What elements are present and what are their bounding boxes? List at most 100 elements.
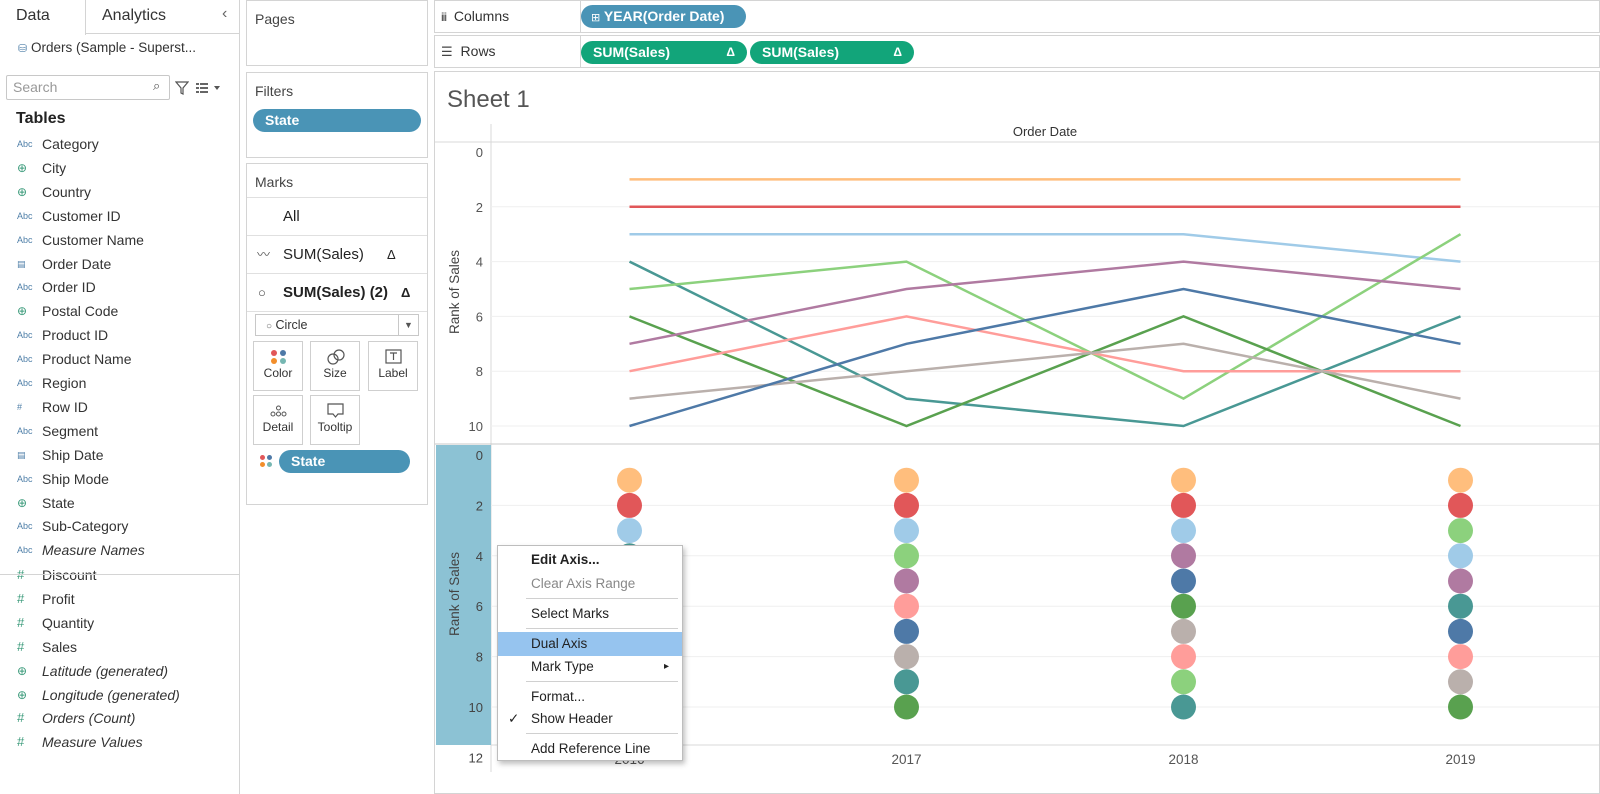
data-point[interactable]: [1448, 694, 1473, 720]
data-point[interactable]: [894, 644, 919, 670]
data-point[interactable]: [894, 467, 919, 493]
rows-pill-sum-sales-2[interactable]: SUM(Sales) Δ: [750, 41, 914, 64]
rows-pill-sum-sales-1[interactable]: SUM(Sales) Δ: [581, 41, 747, 64]
series-line[interactable]: [629, 232, 1461, 263]
data-point[interactable]: [894, 694, 919, 720]
tab-data[interactable]: Data: [0, 0, 86, 35]
series-line[interactable]: [629, 287, 1461, 428]
field-item[interactable]: ▤ Order Date: [0, 252, 239, 276]
data-point[interactable]: [894, 593, 919, 619]
data-point[interactable]: [1448, 669, 1473, 695]
field-item[interactable]: # Discount: [0, 563, 239, 587]
data-point[interactable]: [1448, 467, 1473, 493]
field-label: Profit: [42, 590, 75, 607]
size-button[interactable]: Size: [310, 341, 360, 391]
mark-type-select[interactable]: ○ Circle ▼: [255, 314, 419, 336]
field-item[interactable]: ⊕ Longitude (generated): [0, 683, 239, 707]
field-item[interactable]: ⊕ City: [0, 156, 239, 180]
marks-circle-tab[interactable]: ○ SUM(Sales) (2) Δ: [247, 273, 427, 311]
tab-analytics[interactable]: Analytics: [102, 7, 167, 24]
tooltip-button[interactable]: Tooltip: [310, 395, 360, 445]
view-options-icon[interactable]: [196, 82, 222, 94]
menu-edit-axis[interactable]: Edit Axis...: [531, 552, 600, 567]
data-point[interactable]: [894, 543, 919, 569]
rows-text: Rows: [460, 43, 496, 59]
field-item[interactable]: # Profit: [0, 587, 239, 611]
filter-pill-state[interactable]: State: [253, 109, 421, 132]
field-item[interactable]: Abc Measure Names: [0, 538, 239, 562]
data-point[interactable]: [617, 518, 642, 544]
data-point[interactable]: [894, 492, 919, 518]
field-item[interactable]: Abc Product Name: [0, 347, 239, 371]
string-type-icon: Abc: [17, 330, 33, 341]
data-point[interactable]: [1448, 518, 1473, 544]
data-point[interactable]: [1171, 568, 1196, 594]
selected-axis-highlight[interactable]: [436, 445, 491, 745]
data-point[interactable]: [894, 618, 919, 644]
filters-shelf[interactable]: Filters State: [246, 72, 428, 158]
menu-select-marks[interactable]: Select Marks: [531, 606, 610, 621]
data-point[interactable]: [894, 669, 919, 695]
field-item[interactable]: Abc Region: [0, 371, 239, 395]
data-point[interactable]: [894, 518, 919, 544]
field-item[interactable]: ⊕ Latitude (generated): [0, 659, 239, 683]
data-point[interactable]: [1171, 644, 1196, 670]
data-point[interactable]: [1448, 543, 1473, 569]
datasource-name[interactable]: ⛁ Orders (Sample - Superst...: [18, 40, 196, 55]
columns-pill-year-order-date[interactable]: ⊞ YEAR(Order Date): [581, 5, 746, 28]
field-item[interactable]: Abc Category: [0, 132, 239, 156]
data-point[interactable]: [1171, 669, 1196, 695]
data-point[interactable]: [894, 568, 919, 594]
label-button[interactable]: Label: [368, 341, 418, 391]
menu-dual-axis[interactable]: Dual Axis: [498, 632, 682, 656]
field-label: Region: [42, 375, 87, 391]
data-point[interactable]: [1171, 518, 1196, 544]
data-point[interactable]: [1448, 618, 1473, 644]
color-button[interactable]: Color: [253, 341, 303, 391]
filter-icon[interactable]: [175, 81, 189, 95]
field-item[interactable]: Abc Segment: [0, 419, 239, 443]
data-point[interactable]: [1171, 694, 1196, 720]
field-item[interactable]: Abc Product ID: [0, 323, 239, 347]
detail-button[interactable]: Detail: [253, 395, 303, 445]
collapse-pane-icon[interactable]: ‹: [222, 5, 228, 22]
expand-icon: ⊞: [591, 12, 601, 24]
data-point[interactable]: [1448, 593, 1473, 619]
menu-mark-type[interactable]: Mark Type ▸: [498, 655, 682, 679]
data-point[interactable]: [1448, 568, 1473, 594]
field-item[interactable]: Abc Sub-Category: [0, 514, 239, 538]
field-item[interactable]: # Quantity: [0, 611, 239, 635]
columns-shelf[interactable]: iii Columns ⊞ YEAR(Order Date): [434, 0, 1600, 33]
data-point[interactable]: [1171, 543, 1196, 569]
data-point[interactable]: [1448, 644, 1473, 670]
field-item[interactable]: Abc Customer Name: [0, 228, 239, 252]
data-point[interactable]: [617, 492, 642, 518]
marks-all-tab[interactable]: All: [247, 197, 427, 235]
menu-add-reference-line[interactable]: Add Reference Line: [531, 741, 651, 756]
field-item[interactable]: ▤ Ship Date: [0, 443, 239, 467]
marks-state-pill[interactable]: State: [279, 450, 410, 473]
field-item[interactable]: # Measure Values: [0, 730, 239, 754]
field-item[interactable]: Abc Order ID: [0, 275, 239, 299]
field-item[interactable]: ⊕ State: [0, 491, 239, 515]
menu-show-header[interactable]: ✓ Show Header: [498, 707, 682, 731]
field-item[interactable]: ⊕ Country: [0, 180, 239, 204]
marks-line-tab[interactable]: 〰 SUM(Sales) Δ: [247, 235, 427, 273]
data-point[interactable]: [1171, 593, 1196, 619]
pages-shelf[interactable]: Pages: [246, 0, 428, 66]
field-item[interactable]: # Orders (Count): [0, 706, 239, 730]
field-item[interactable]: Abc Customer ID: [0, 204, 239, 228]
data-point[interactable]: [617, 467, 642, 493]
menu-format[interactable]: Format...: [531, 689, 586, 704]
field-item[interactable]: # Sales: [0, 635, 239, 659]
field-item[interactable]: ⊕ Postal Code: [0, 299, 239, 323]
series-line[interactable]: [629, 260, 1461, 346]
search-input[interactable]: Search: [6, 75, 170, 100]
rows-shelf[interactable]: ☰ Rows SUM(Sales) Δ SUM(Sales) Δ: [434, 35, 1600, 68]
data-point[interactable]: [1448, 492, 1473, 518]
data-point[interactable]: [1171, 467, 1196, 493]
data-point[interactable]: [1171, 618, 1196, 644]
field-item[interactable]: Abc Ship Mode: [0, 467, 239, 491]
field-item[interactable]: # Row ID: [0, 395, 239, 419]
data-point[interactable]: [1171, 492, 1196, 518]
